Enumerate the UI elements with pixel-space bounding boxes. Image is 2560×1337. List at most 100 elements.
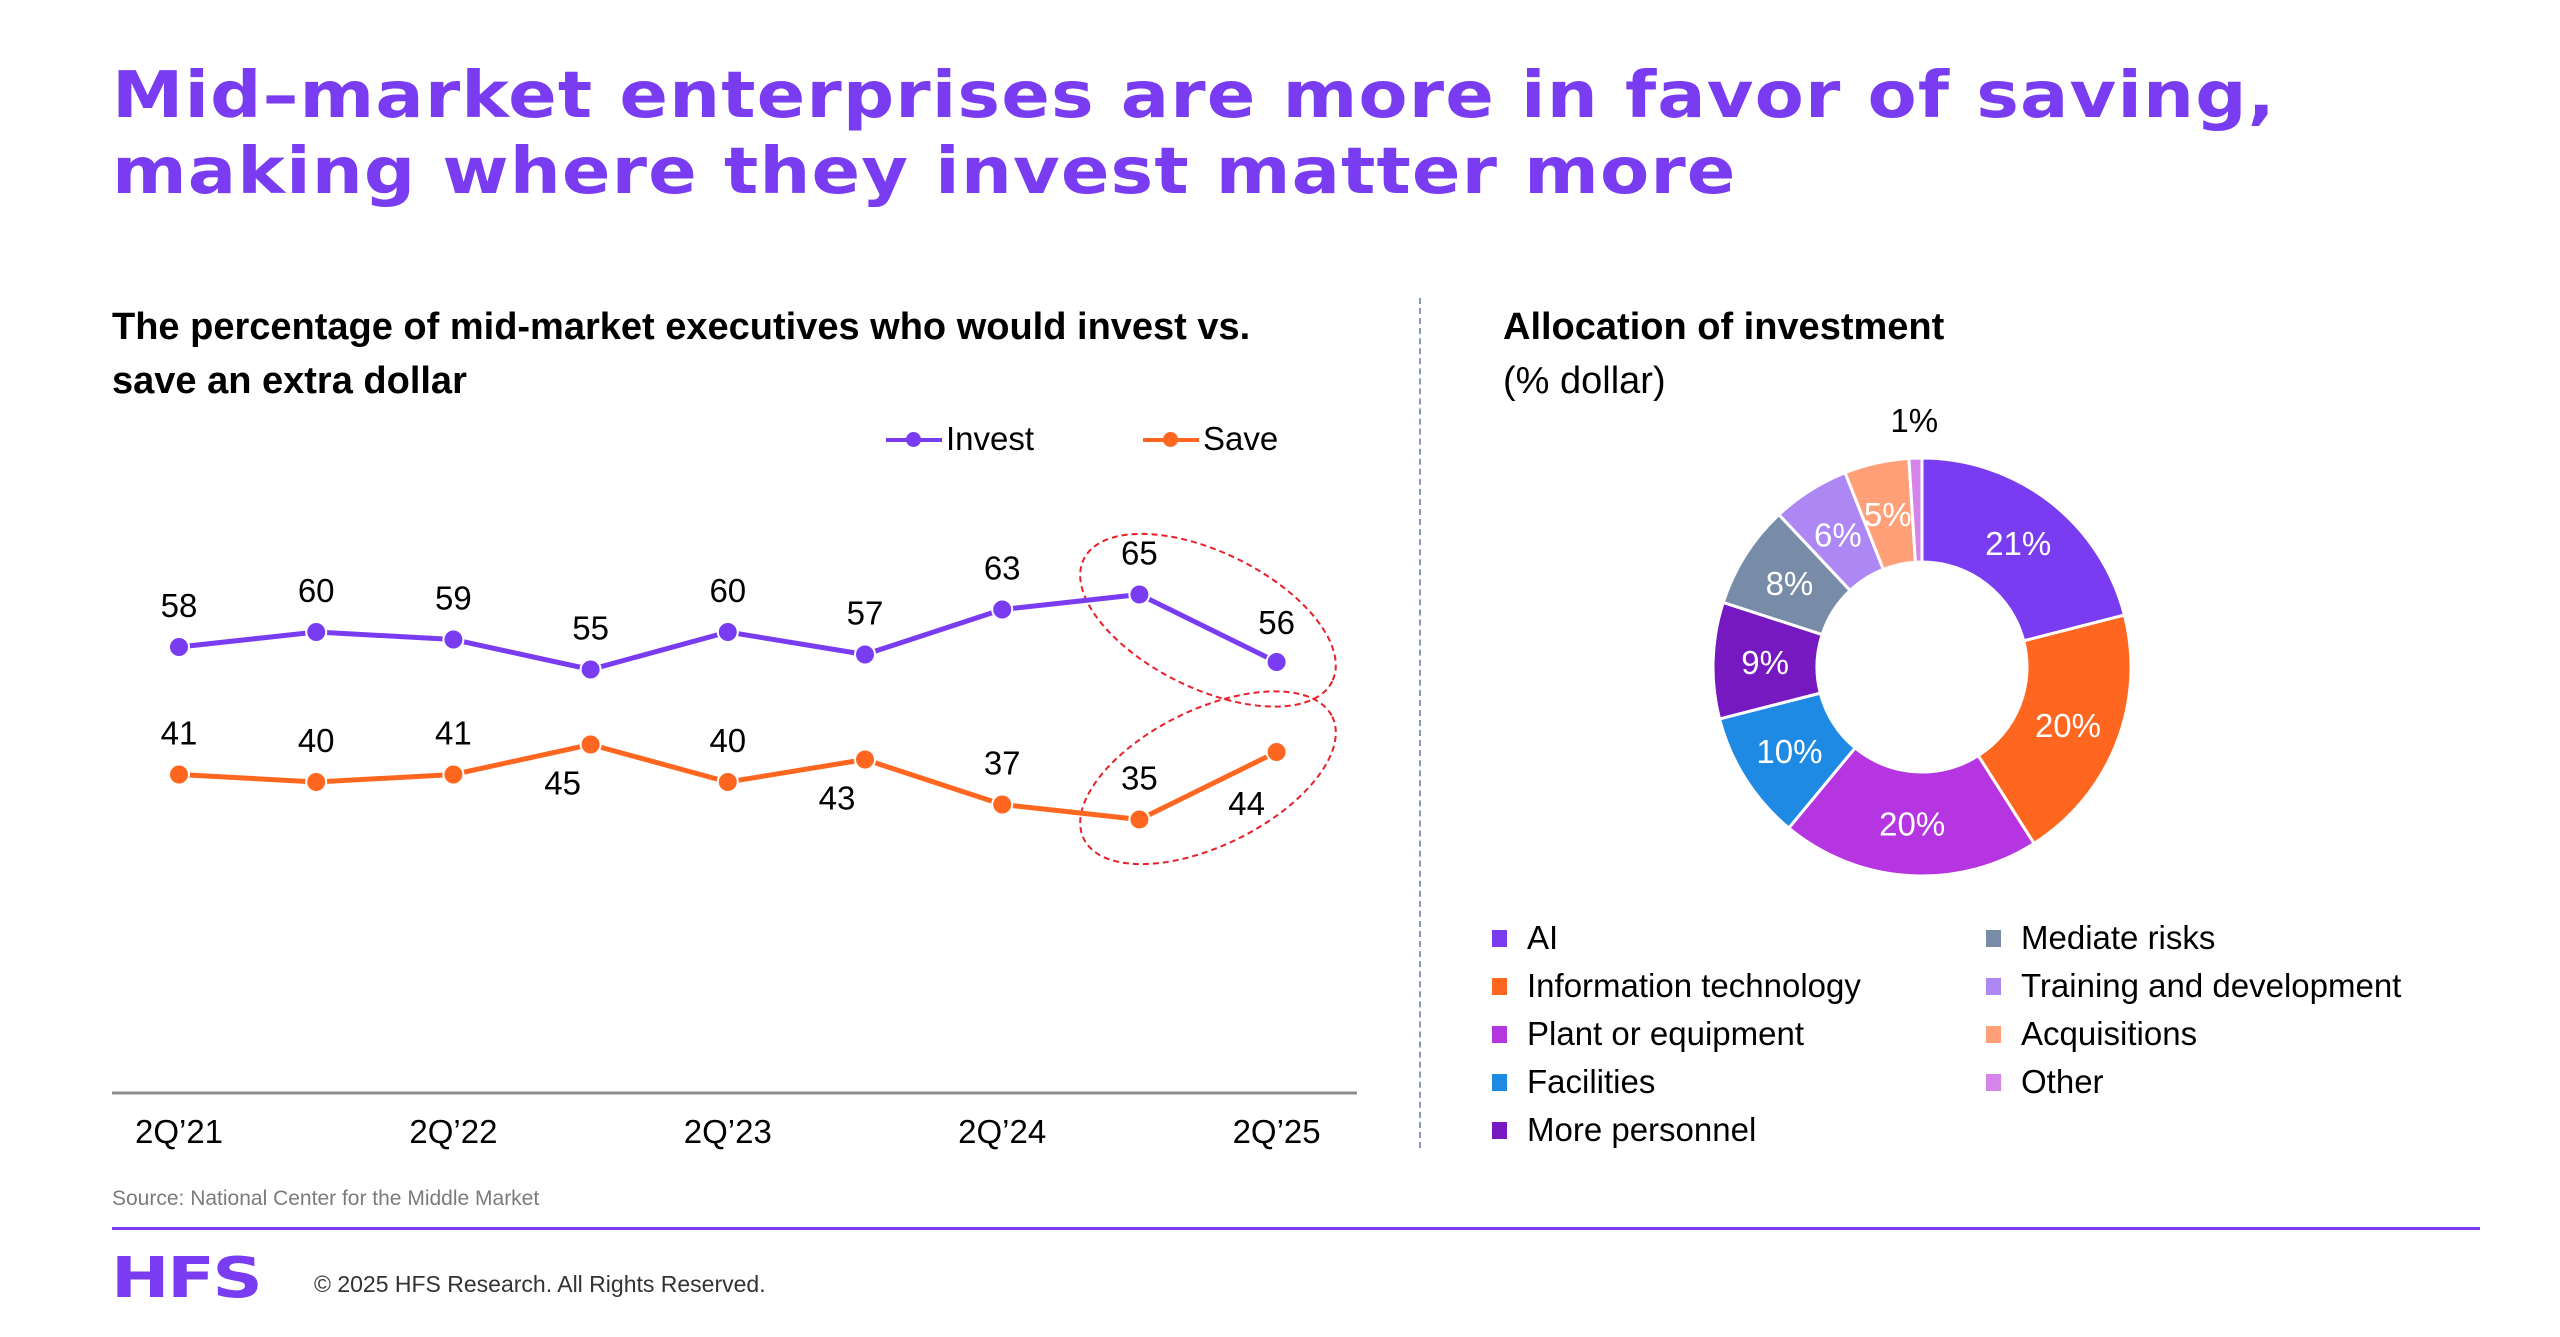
line-chart: 58 60 59 55 60 57 63 65 56 41 40 41 45 40 43 37 35 44 2Q’… (112, 532, 1357, 1150)
data-label-save: 41 (161, 715, 198, 752)
donut-legend-item: Facilities (1492, 1058, 1861, 1106)
data-point-invest (1128, 583, 1151, 606)
legend-swatch-icon (1492, 1121, 1507, 1139)
data-point-save (442, 763, 465, 786)
data-point-invest (1265, 651, 1288, 673)
data-label-invest: 60 (298, 572, 335, 609)
donut-slice-ai (1920, 456, 2127, 643)
legend-swatch-icon (1492, 1025, 1507, 1043)
data-point-invest (305, 621, 328, 643)
x-tick-label: 2Q’22 (409, 1113, 497, 1150)
data-label-invest: 60 (709, 572, 746, 609)
donut-legend-item: Other (1986, 1058, 2401, 1106)
data-point-invest (716, 621, 739, 643)
donut-chart-title-main: Allocation of investment (1503, 306, 1945, 348)
legend-swatch-icon (1986, 929, 2001, 947)
legend-label: More personnel (1527, 1111, 1757, 1148)
donut-slice-label: 6% (1814, 516, 1862, 553)
legend-label: Plant or equipment (1527, 1015, 1805, 1052)
donut-legend-item: AI (1492, 914, 1861, 962)
legend-label: Acquisitions (2021, 1015, 2198, 1052)
data-label-invest: 57 (847, 595, 884, 632)
donut-slice-label: 5% (1864, 496, 1912, 533)
data-point-invest (168, 636, 190, 658)
highlight-ellipse-invest (1079, 532, 1337, 708)
donut-legend-column-1: AI Information technology Plant or equipme… (1492, 914, 1861, 1154)
x-tick-label: 2Q’24 (958, 1113, 1046, 1150)
legend-label: Mediate risks (2021, 919, 2216, 956)
donut-slice-information-technology (1976, 613, 2133, 846)
save-legend-marker-icon (1143, 432, 1199, 447)
donut-legend-item: More personnel (1492, 1106, 1861, 1154)
data-point-save (305, 771, 328, 793)
legend-swatch-icon (1492, 929, 1507, 947)
donut-slice-label: 10% (1756, 733, 1822, 770)
legend-swatch-icon (1492, 1073, 1507, 1091)
data-label-invest: 55 (572, 610, 609, 647)
donut-legend-item: Plant or equipment (1492, 1010, 1861, 1058)
x-tick-label: 2Q’25 (1233, 1113, 1321, 1150)
footer-divider (112, 1227, 2480, 1230)
donut-slice-other (1907, 456, 1924, 564)
data-label-save: 35 (1121, 760, 1158, 797)
legend-item-save: Save (1143, 420, 1278, 458)
donut-legend-item: Training and development (1986, 962, 2401, 1010)
data-point-save (168, 763, 190, 786)
donut-legend-column-2: Mediate risks Training and development Acq… (1986, 914, 2401, 1106)
data-label-save: 45 (544, 765, 581, 802)
source-note: Source: National Center for the Middle M… (112, 1187, 540, 1210)
donut-chart-subtitle: (% dollar) (1503, 360, 1666, 402)
data-point-invest (579, 658, 602, 681)
donut-slice-label: 9% (1741, 644, 1789, 681)
x-tick-label: 2Q’23 (684, 1113, 772, 1150)
donut-slice-label: 20% (1879, 806, 1945, 843)
data-label-save: 43 (819, 780, 856, 817)
donut-legend-item: Mediate risks (1986, 914, 2401, 962)
data-label-invest: 63 (984, 550, 1021, 587)
donut-slice-label: 1% (1890, 402, 1938, 439)
data-point-save (579, 733, 602, 756)
legend-label: Other (2021, 1063, 2104, 1100)
data-point-save (854, 748, 876, 771)
page-title: Mid–market enterprises are more in favor… (112, 58, 2560, 210)
legend-label: Information technology (1527, 967, 1861, 1004)
data-label-save: 41 (435, 715, 472, 752)
donut-legend-item: Acquisitions (1986, 1010, 2401, 1058)
data-point-invest (854, 643, 876, 666)
page-title-line-1: Mid–market enterprises are more in favor… (112, 59, 2276, 133)
legend-label: Training and development (2021, 967, 2402, 1004)
legend-label-invest: Invest (946, 420, 1035, 457)
donut-chart-title: Allocation of investment (% dollar) (1503, 300, 1944, 408)
donut-slice-label: 21% (1985, 525, 2051, 562)
data-label-invest: 65 (1121, 535, 1158, 572)
legend-label-save: Save (1203, 420, 1279, 457)
hfs-logo: HFS (111, 1246, 263, 1311)
data-label-invest: 56 (1258, 604, 1295, 641)
donut-slice-plant-or-equipment (1786, 745, 2037, 878)
data-label-save: 44 (1228, 785, 1265, 822)
donut-slice-label: 20% (2035, 707, 2101, 744)
legend-label: AI (1527, 919, 1559, 956)
data-label-save: 40 (298, 722, 335, 759)
legend-swatch-icon (1492, 977, 1507, 995)
invest-legend-marker-icon (886, 432, 942, 447)
data-label-invest: 58 (161, 587, 198, 624)
line-chart-title-line-1: The percentage of mid-market executives … (112, 306, 1251, 348)
page-title-line-2: making where they invest matter more (112, 135, 1737, 209)
data-point-save (991, 793, 1014, 816)
data-point-save (716, 771, 739, 793)
legend-label: Facilities (1527, 1063, 1656, 1100)
data-label-invest: 59 (435, 580, 472, 617)
line-chart-title: The percentage of mid-market executives … (112, 300, 1250, 408)
donut-slice-label: 8% (1766, 565, 1814, 602)
legend-item-invest: Invest (886, 420, 1034, 458)
line-chart-title-line-2: save an extra dollar (112, 360, 467, 402)
data-point-save (1128, 808, 1151, 831)
legend-swatch-icon (1986, 977, 2001, 995)
data-point-invest (991, 598, 1014, 621)
data-point-invest (442, 628, 465, 651)
legend-swatch-icon (1986, 1025, 2001, 1043)
donut-chart: 21% 20% 20% 10% 9% 8%6%5% 1% (1711, 402, 2133, 878)
copyright-text: © 2025 HFS Research. All Rights Reserved… (314, 1271, 766, 1297)
highlight-ellipse-save (1079, 690, 1337, 866)
